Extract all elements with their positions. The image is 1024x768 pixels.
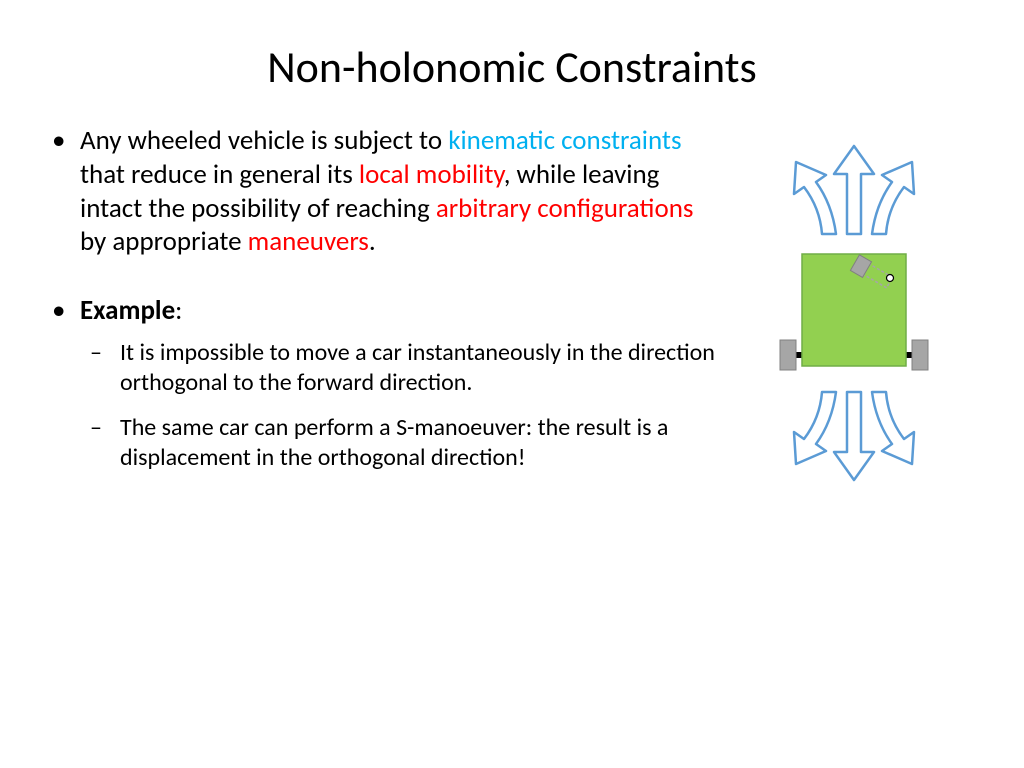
arrow-down: [834, 392, 874, 480]
wheel-left: [780, 340, 796, 370]
b1-local: local mobility: [359, 158, 504, 191]
sub-bullet-1: It is impossible to move a car instantan…: [120, 338, 724, 398]
vehicle-diagram: [744, 134, 964, 534]
b1-t4: by appropriate: [80, 225, 248, 258]
diagram-column: [744, 124, 974, 508]
slide-title: Non-holonomic Constraints: [0, 0, 1024, 124]
arrow-up: [834, 146, 874, 234]
arrow-up-left: [794, 162, 836, 234]
wheel-right: [912, 340, 928, 370]
sub-bullet-2: The same car can perform a S-manoeuver: …: [120, 413, 724, 473]
text-column: Any wheeled vehicle is subject to kinema…: [50, 124, 744, 508]
b1-kinematic: kinematic constraints: [448, 124, 681, 157]
top-arrows: [794, 146, 914, 234]
b2-colon: :: [175, 294, 182, 327]
arrow-up-right: [872, 162, 914, 234]
bullet-main-1: Any wheeled vehicle is subject to kinema…: [80, 124, 724, 259]
bullet-main-2: Example: It is impossible to move a car …: [80, 294, 724, 473]
content-area: Any wheeled vehicle is subject to kinema…: [0, 124, 1024, 508]
arrow-down-right: [872, 392, 914, 464]
caster-pivot: [887, 275, 894, 282]
b2-label: Example: [80, 294, 175, 327]
arrow-down-left: [794, 392, 836, 464]
b1-t5: .: [369, 225, 376, 258]
bottom-arrows: [794, 392, 914, 480]
b1-arbitrary: arbitrary configurations: [436, 192, 694, 225]
b1-t2: that reduce in general its: [80, 158, 359, 191]
b1-t1: Any wheeled vehicle is subject to: [80, 124, 448, 157]
b1-maneuvers: maneuvers: [248, 225, 369, 258]
